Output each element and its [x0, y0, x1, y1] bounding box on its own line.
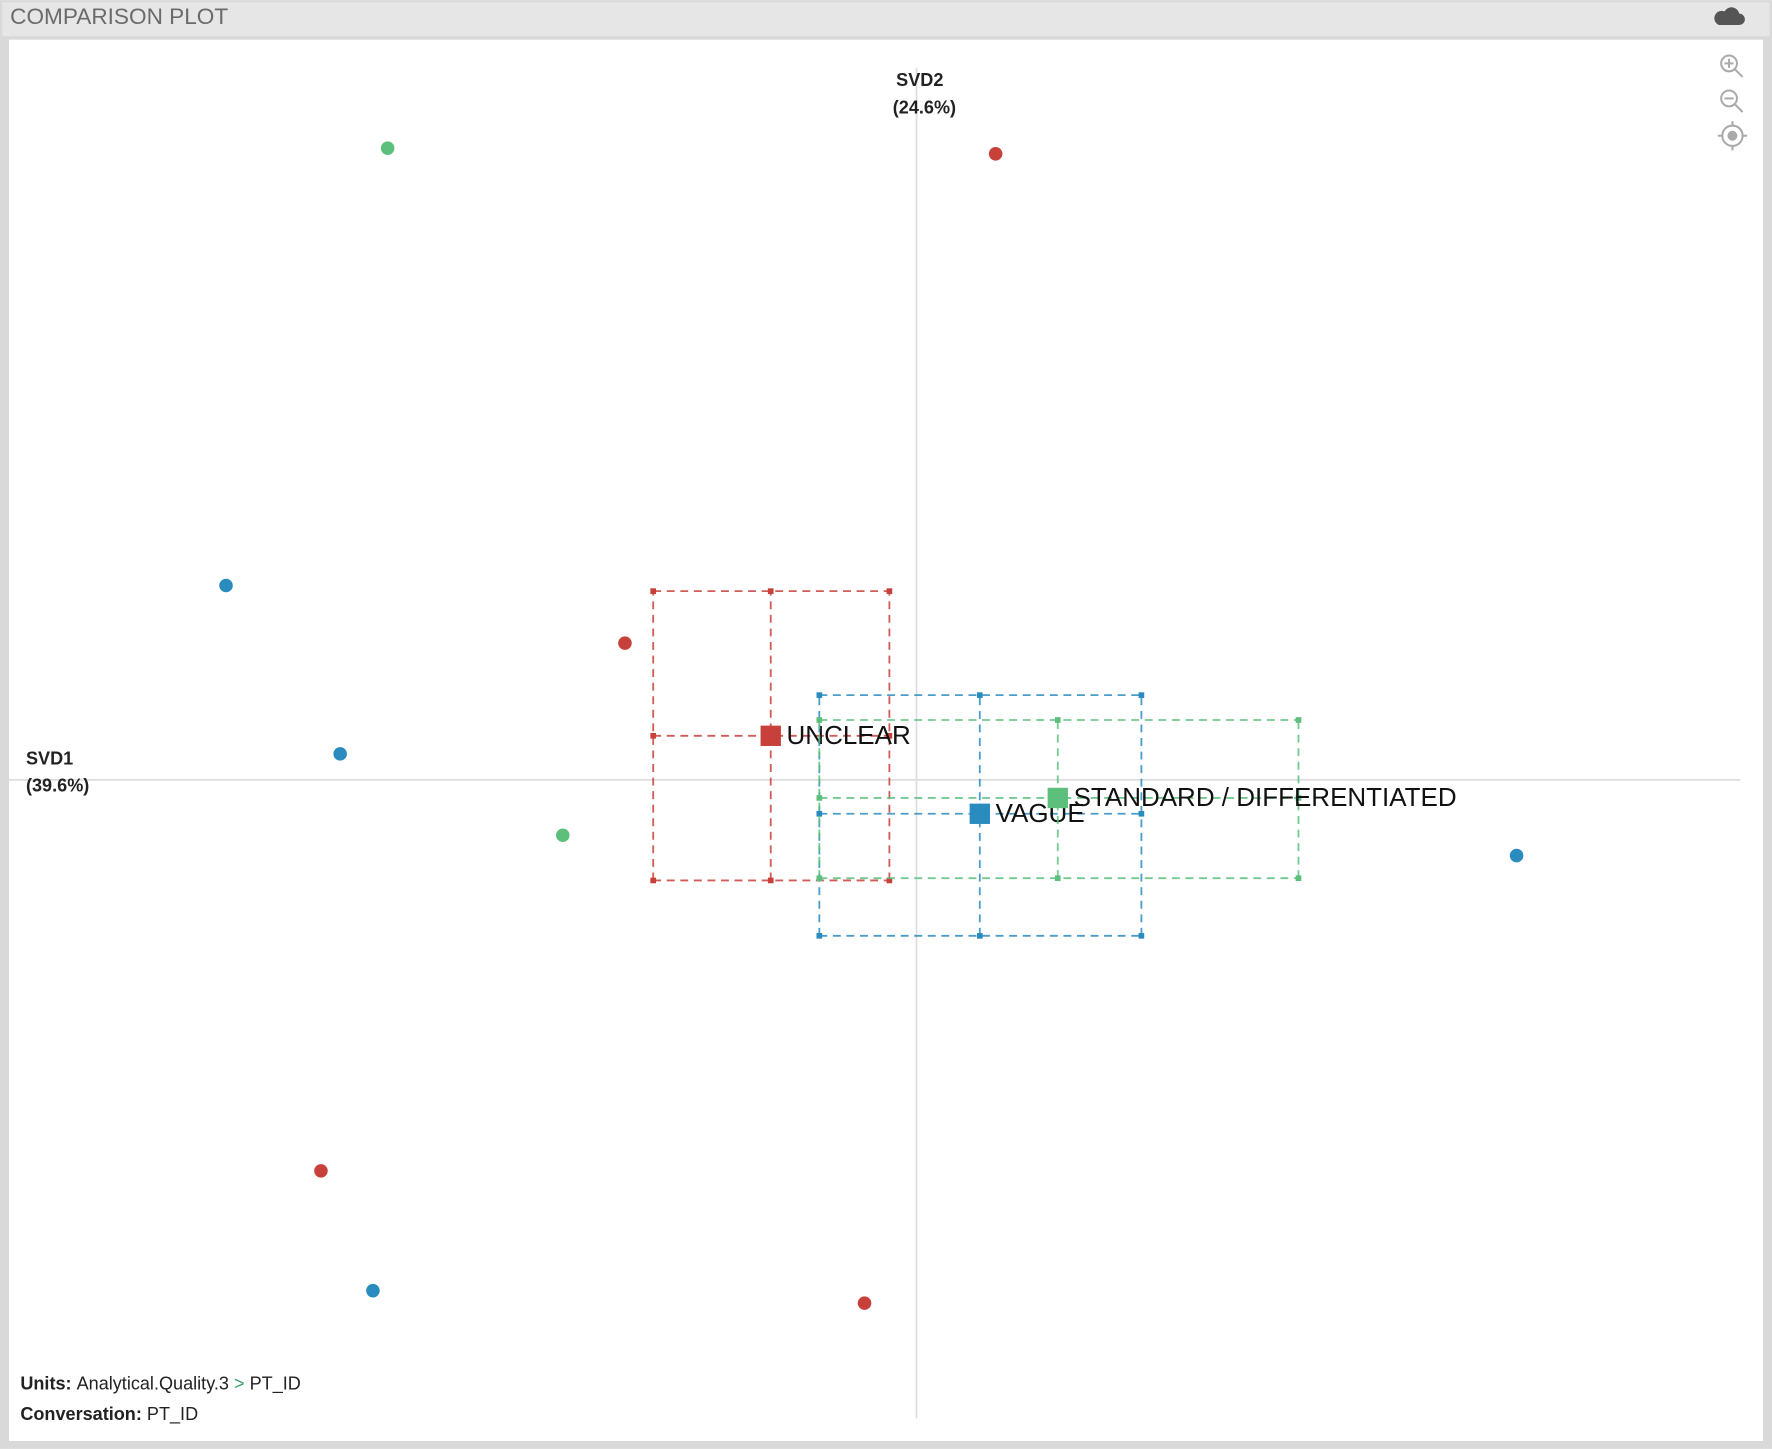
- group-mean: [760, 725, 781, 746]
- conversation-label: Conversation:: [20, 1404, 142, 1424]
- x-axis-label: (39.6%): [26, 775, 89, 795]
- ci-node: [816, 875, 823, 882]
- units-label: Units:: [20, 1373, 71, 1393]
- ci-node: [976, 692, 983, 698]
- y-axis-label: (24.6%): [893, 97, 956, 117]
- conversation-value: PT_ID: [147, 1404, 198, 1425]
- ci-node: [816, 933, 823, 939]
- point: [618, 636, 632, 650]
- zoom-in[interactable]: [1720, 54, 1744, 78]
- units-value: Analytical.Quality.3: [77, 1373, 229, 1393]
- group-mean: [1047, 787, 1068, 809]
- ci-node: [976, 933, 983, 939]
- ci-node: [767, 588, 774, 594]
- point: [988, 147, 1003, 161]
- zoom-out[interactable]: [1720, 89, 1744, 113]
- group-label: STANDARD / DIFFERENTIATED: [1074, 782, 1457, 812]
- group-label: UNCLEAR: [787, 720, 911, 750]
- ci-node: [816, 717, 823, 723]
- x-axis-label: SVD1: [26, 748, 73, 768]
- ci-node: [650, 732, 657, 739]
- point: [857, 1296, 872, 1310]
- point: [333, 747, 347, 761]
- units-separator: >: [234, 1373, 245, 1393]
- ci-node: [1295, 717, 1302, 723]
- y-axis-label: SVD2: [896, 70, 943, 90]
- group-label: VAGUE: [996, 798, 1085, 828]
- ci-node: [1054, 717, 1061, 723]
- download-icon[interactable]: [1714, 7, 1745, 25]
- point: [556, 828, 570, 843]
- point: [380, 141, 395, 155]
- plot-area: [9, 39, 1763, 1441]
- ci-node: [816, 795, 823, 801]
- title-bar: [2, 2, 1770, 37]
- ci-node: [886, 588, 893, 594]
- point: [219, 578, 233, 593]
- ci-node: [886, 877, 893, 884]
- ci-node: [816, 692, 823, 698]
- point: [1509, 848, 1524, 863]
- window-title: COMPARISON PLOT: [10, 4, 228, 29]
- ci-node: [1295, 795, 1302, 801]
- footer-units: Units: Analytical.Quality.3 > PT_ID: [20, 1373, 301, 1394]
- ci-node: [1138, 692, 1145, 698]
- point: [314, 1164, 328, 1178]
- group-mean: [969, 803, 990, 824]
- ci-node: [1054, 875, 1061, 882]
- ci-node: [816, 810, 823, 817]
- recenter[interactable]: [1717, 121, 1748, 151]
- ci-node: [1295, 875, 1302, 882]
- ci-node: [767, 877, 774, 884]
- ci-node: [1138, 933, 1145, 939]
- ci-node: [650, 588, 657, 594]
- ci-node: [650, 877, 657, 884]
- zoom-controls: [1717, 54, 1748, 151]
- units-id: PT_ID: [250, 1373, 301, 1394]
- footer-conversation: Conversation: PT_ID: [20, 1404, 198, 1425]
- ci-node: [1138, 810, 1145, 817]
- point: [366, 1283, 380, 1298]
- ci-node: [886, 732, 893, 739]
